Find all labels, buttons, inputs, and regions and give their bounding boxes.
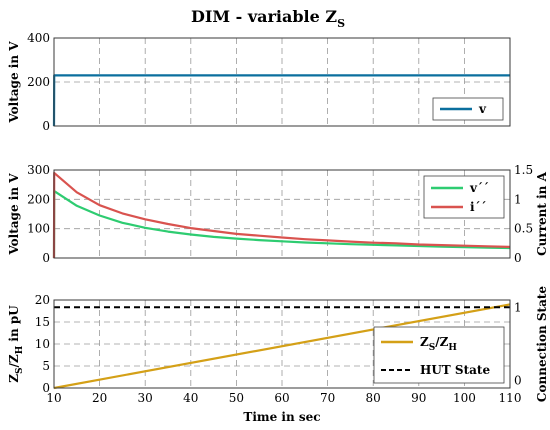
chart-title: DIM - variable ZS xyxy=(191,7,345,30)
x-tick-label: 80 xyxy=(366,391,381,405)
legend-label-hut-state: HUT State xyxy=(420,363,490,377)
series-line-i- xyxy=(52,171,511,259)
panel-voltage-current: 0 100 200 300 0 0.5 1 1.5 Voltage in V Current … xyxy=(7,163,549,265)
legend: ZS/ZH HUT State xyxy=(373,326,505,384)
series-line-v- xyxy=(52,190,511,259)
y-axis-label-right: Current in A xyxy=(535,171,549,255)
series-lines xyxy=(53,303,511,390)
y-tick-label: 200 xyxy=(27,75,50,89)
y-axis-label-left: ZS/ZH in pU xyxy=(7,305,25,383)
legend-label-i2: i´´ xyxy=(470,200,487,214)
y-tick-label: 5 xyxy=(42,359,50,373)
x-tick-label: 110 xyxy=(499,391,522,405)
x-tick-label: 60 xyxy=(274,391,289,405)
legend-label-zs-zh: ZS/ZH xyxy=(420,335,457,353)
y-right-tick-label: 1.5 xyxy=(514,163,533,177)
legend-label-v: v xyxy=(478,102,487,116)
y-right-tick-label: 0 xyxy=(514,251,522,265)
y-tick-label: 10 xyxy=(35,337,50,351)
y-tick-label: 15 xyxy=(35,315,50,329)
plot-frame xyxy=(53,37,511,127)
series-lines xyxy=(52,74,510,127)
x-tick-label: 50 xyxy=(229,391,244,405)
y-right-tick-label: 0 xyxy=(514,374,522,388)
series-line-z xyxy=(53,303,511,390)
y-axis-label-left: Voltage in V xyxy=(7,173,21,256)
legend: v´´ i´´ xyxy=(423,175,505,219)
x-axis-label: Time in sec xyxy=(243,410,320,424)
x-tick-label: 100 xyxy=(453,391,476,405)
legend: v xyxy=(432,97,504,121)
x-tick-label: 90 xyxy=(411,391,426,405)
legend-label-v2: v´´ xyxy=(469,181,489,195)
y-tick-label: 0 xyxy=(42,381,50,395)
y-tick-label: 20 xyxy=(35,293,50,307)
y-tick-label: 100 xyxy=(27,222,50,236)
x-tick-label: 30 xyxy=(138,391,153,405)
series-line-v xyxy=(52,74,510,127)
plot-frame xyxy=(53,299,511,389)
grid-lines xyxy=(54,38,510,126)
y-right-tick-label: 1 xyxy=(514,300,522,314)
y-tick-label: 0 xyxy=(42,251,50,265)
x-tick-label: 70 xyxy=(320,391,335,405)
y-axis-label: Voltage in V xyxy=(7,41,21,124)
x-tick-label: 20 xyxy=(92,391,107,405)
y-tick-label: 200 xyxy=(27,192,50,206)
panel-voltage: 0 200 400 Voltage in V v xyxy=(7,31,511,133)
y-axis-label-right: Connection State xyxy=(535,286,549,402)
plot-frame xyxy=(53,169,511,259)
tick-labels: 0 100 200 300 0 0.5 1 1.5 xyxy=(27,163,533,265)
y-tick-label: 0 xyxy=(42,119,50,133)
tick-labels: 10 20 30 40 50 60 70 80 90 100 110 0 5 10 15 20 0 1 xyxy=(35,293,522,405)
y-tick-label: 400 xyxy=(27,31,50,45)
y-right-tick-label: 1 xyxy=(514,192,522,206)
series-lines xyxy=(52,171,511,259)
y-right-tick-label: 0.5 xyxy=(514,222,533,236)
x-tick-label: 10 xyxy=(46,391,61,405)
x-tick-label: 40 xyxy=(183,391,198,405)
tick-labels: 0 200 400 xyxy=(27,31,50,133)
panel-impedance: 10 20 30 40 50 60 70 80 90 100 110 0 5 10 15 20 0 1 ZS/ZH… xyxy=(7,286,549,405)
y-tick-label: 300 xyxy=(27,163,50,177)
